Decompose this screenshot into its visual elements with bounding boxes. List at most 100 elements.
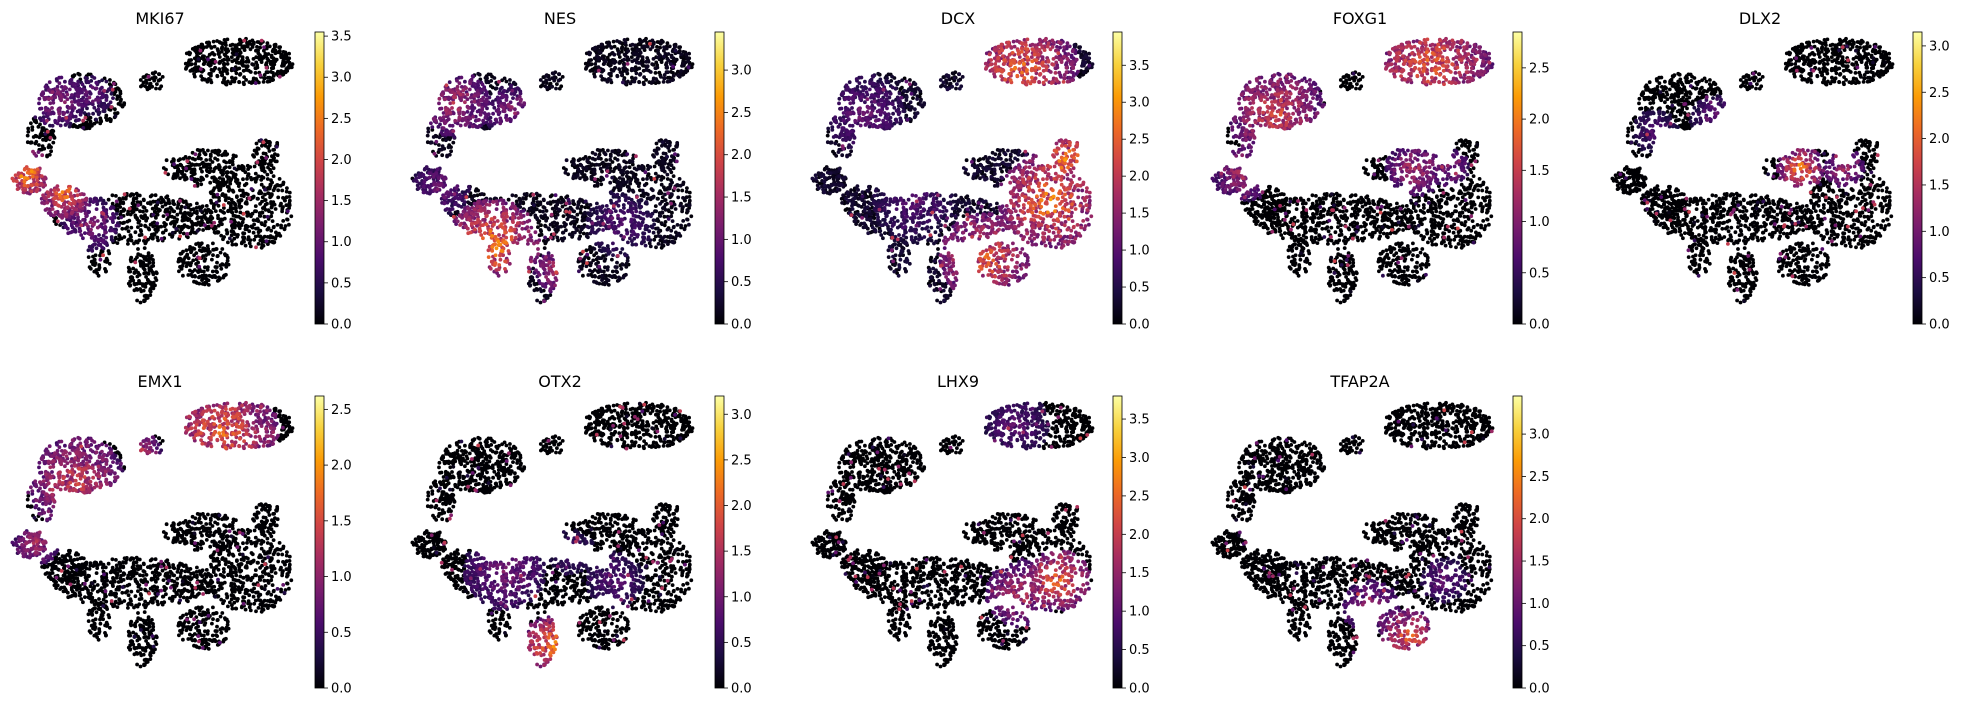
scatter-point [624,265,629,269]
scatter-point [195,229,200,233]
scatter-point [211,39,216,44]
scatter-point [135,298,140,303]
scatter-point [544,78,548,83]
scatter-point [134,287,139,291]
scatter-point [181,231,186,236]
scatter-point [186,235,190,240]
scatter-point [551,71,556,76]
scatter-point [78,229,83,233]
scatter-point [604,158,609,162]
scatter-point [214,247,219,251]
scatter-point [29,140,34,145]
scatter-point [561,214,566,219]
scatter-point [86,79,90,84]
scatter-point [217,176,222,180]
scatter-point [269,70,273,74]
scatter-point [470,107,475,111]
scatter-point [170,220,175,225]
scatter-point [91,222,96,227]
scatter-point [228,159,232,163]
scatter-point [227,165,232,170]
scatter-point [153,204,158,209]
scatter-point [83,211,88,216]
scatter-point [586,235,590,240]
scatter-point [586,273,591,277]
scatter-point [207,162,212,167]
scatter-point [214,269,219,273]
scatter-point [488,91,493,96]
scatter-point [83,115,88,120]
scatter-point [151,264,156,268]
scatter-point [192,167,197,172]
scatter-point [466,200,470,205]
scatter-point [413,173,418,178]
scatter-point [48,135,53,140]
scatter-point [269,205,274,210]
scatter-point [94,246,99,251]
scatter-point [215,74,220,79]
scatter-point [178,199,182,203]
scatter-point [630,242,635,247]
scatter-point [254,245,258,250]
scatter-point [572,162,576,167]
scatter-point [676,73,681,78]
scatter-point [263,144,268,148]
scatter-point [193,152,198,157]
scatter-point [39,182,44,187]
scatter-point [41,126,46,130]
scatter-point [555,202,560,207]
scatter-point [40,153,45,158]
scatter-point [25,133,30,138]
scatter-point [50,207,55,211]
scatter-point [279,225,283,230]
panel-title: NES [544,9,576,28]
scatter-point [50,90,55,94]
scatter-point [107,82,112,86]
scatter-point [644,68,648,72]
scatter-point [279,55,284,60]
scatter-point [198,242,203,247]
scatter-point [195,211,199,216]
scatter-point [282,227,287,232]
scatter-point [608,154,613,159]
scatter-point [220,45,225,49]
scatter-point [637,166,642,171]
scatter-point [665,154,669,159]
scatter-point [602,246,607,251]
scatter-point [206,208,211,213]
scatter-point [170,235,175,239]
scatter-point [622,38,627,42]
scatter-point [139,223,143,228]
scatter-point [190,228,195,232]
scatter-point [605,166,610,170]
scatter-point [650,225,655,230]
scatter-point [197,256,202,261]
scatter-point [571,199,575,203]
scatter-point [56,188,60,192]
scatter-point [666,217,671,221]
scatter-point [138,259,143,264]
scatter-point [230,188,235,193]
scatter-point [622,211,626,215]
scatter-point [95,225,100,230]
scatter-point [637,201,642,206]
scatter-point [200,42,205,47]
scatter-point [238,188,242,193]
scatter-point [220,247,225,251]
colorbar: 0.00.51.01.52.02.53.03.5 [314,30,352,333]
scatter-point [443,132,448,136]
scatter-point [57,115,62,120]
scatter-point [666,146,671,150]
scatter-point [131,278,136,283]
scatter-point [110,193,115,198]
scatter-point [648,47,653,52]
scatter-point [128,193,133,198]
scatter-point [109,105,114,109]
scatter-point [623,253,628,258]
scatter-point [286,58,290,62]
scatter-point [239,198,244,202]
scatter-point [601,160,605,165]
scatter-point [175,164,180,168]
scatter-point [422,179,427,184]
scatter-point [667,75,672,80]
